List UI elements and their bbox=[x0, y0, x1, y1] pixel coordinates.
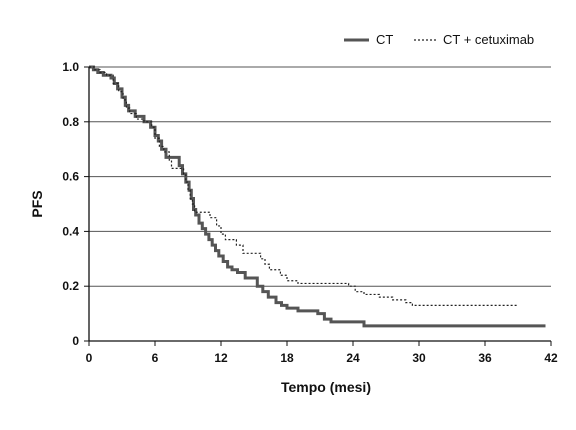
y-tick-label-4: 0.8 bbox=[62, 115, 79, 129]
ticks-layer: 0 0.2 0.4 0.6 0.8 1.0 0 6 12 18 24 30 36 42 bbox=[62, 60, 558, 365]
y-tick-label-5: 1.0 bbox=[62, 60, 79, 74]
x-tick-label-6: 36 bbox=[478, 351, 492, 365]
y-tick-label-0: 0 bbox=[72, 334, 79, 348]
x-tick-label-1: 6 bbox=[152, 351, 159, 365]
series-line-ct bbox=[89, 65, 546, 328]
x-tick-label-0: 0 bbox=[86, 351, 93, 365]
series-layer bbox=[89, 65, 546, 328]
x-tick-label-3: 18 bbox=[280, 351, 294, 365]
x-tick-label-5: 30 bbox=[412, 351, 426, 365]
y-tick-label-3: 0.6 bbox=[62, 170, 79, 184]
y-tick-label-1: 0.2 bbox=[62, 279, 79, 293]
series-line-ct-cetuximab bbox=[89, 66, 518, 306]
legend: CT CT + cetuximab bbox=[344, 32, 534, 47]
y-axis-title: PFS bbox=[29, 190, 45, 217]
grid-layer bbox=[89, 66, 551, 287]
x-tick-label-7: 42 bbox=[544, 351, 558, 365]
axis-layer bbox=[88, 67, 551, 342]
x-tick-label-2: 12 bbox=[214, 351, 228, 365]
y-tick-label-2: 0.4 bbox=[62, 224, 79, 238]
legend-label-ct-cetuximab: CT + cetuximab bbox=[443, 32, 534, 47]
x-axis-title: Tempo (mesi) bbox=[281, 379, 371, 395]
x-tick-label-4: 24 bbox=[346, 351, 360, 365]
legend-label-ct: CT bbox=[376, 32, 393, 47]
